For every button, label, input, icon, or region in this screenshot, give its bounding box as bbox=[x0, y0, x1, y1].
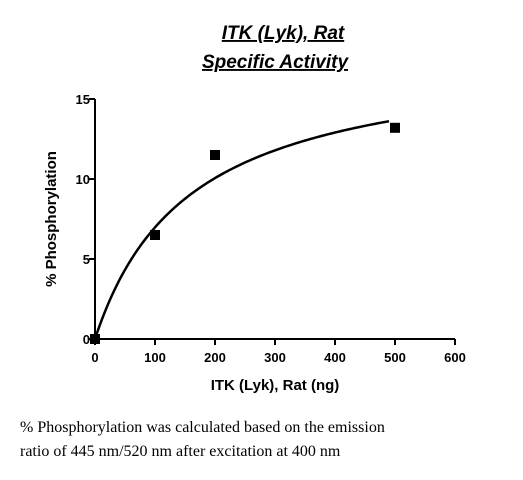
chart-title-line-1: ITK (Lyk), Rat bbox=[222, 23, 345, 44]
data-point bbox=[90, 334, 100, 344]
y-tick-label: 5 bbox=[83, 252, 90, 267]
x-axis-label: ITK (Lyk), Rat (ng) bbox=[211, 377, 340, 394]
x-tick-label: 100 bbox=[144, 350, 166, 365]
x-tick-label: 500 bbox=[384, 350, 406, 365]
x-tick-label: 600 bbox=[444, 350, 466, 365]
y-tick-label: 15 bbox=[76, 92, 90, 107]
caption-line-2: ratio of 445 nm/520 nm after excitation … bbox=[20, 443, 341, 460]
x-tick-label: 200 bbox=[204, 350, 226, 365]
y-tick-label: 10 bbox=[76, 172, 90, 187]
fit-curve bbox=[93, 119, 390, 340]
data-point bbox=[150, 230, 160, 240]
chart-title-line-2: Specific Activity bbox=[202, 52, 350, 73]
tick-labels: 0 100 200 300 400 500 600 0 5 10 15 bbox=[76, 92, 466, 365]
chart: ITK (Lyk), Rat Specific Activity 0 100 200… bbox=[43, 23, 466, 394]
x-tick-label: 300 bbox=[264, 350, 286, 365]
x-tick-label: 0 bbox=[91, 350, 98, 365]
y-tick-label: 0 bbox=[83, 332, 90, 347]
tick-marks bbox=[89, 98, 456, 345]
x-tick-label: 400 bbox=[324, 350, 346, 365]
axes bbox=[94, 99, 455, 340]
data-points bbox=[90, 122, 400, 344]
data-point bbox=[210, 150, 220, 160]
y-axis-label: % Phosphorylation bbox=[43, 151, 60, 287]
caption-line-1: % Phosphorylation was calculated based o… bbox=[20, 419, 385, 436]
caption: % Phosphorylation was calculated based o… bbox=[20, 416, 515, 464]
data-point bbox=[390, 122, 400, 133]
